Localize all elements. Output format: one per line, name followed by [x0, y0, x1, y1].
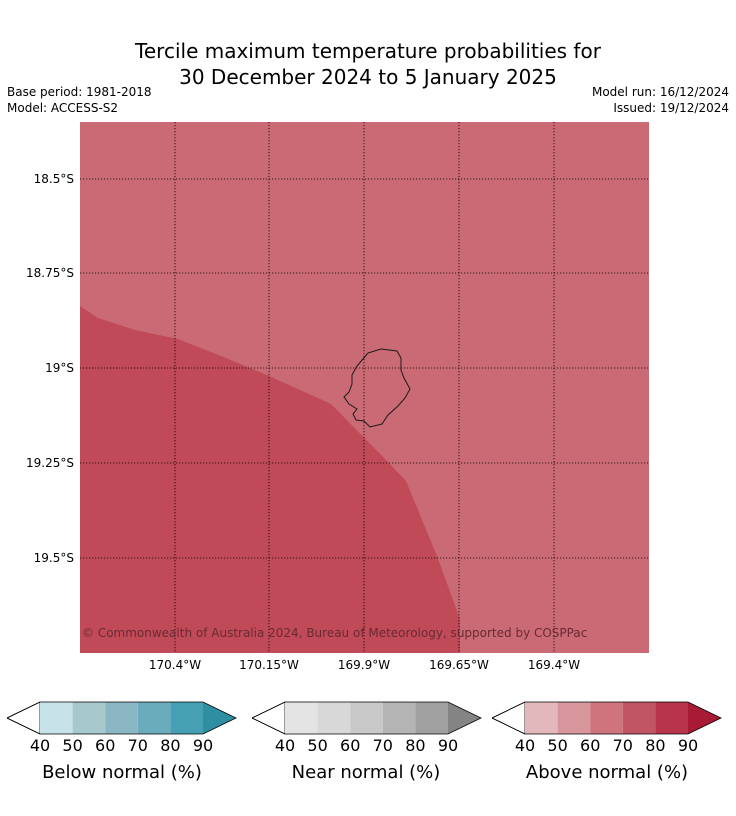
colorbar-tick-label: 90 — [192, 736, 214, 755]
colorbar-under-arrow — [492, 701, 526, 735]
colorbar-tick-label: 50 — [307, 736, 328, 755]
lon-label: 169.9°W — [337, 658, 391, 672]
colorbar-tick-label: 70 — [127, 736, 148, 755]
colorbar-outline — [252, 701, 482, 735]
colorbar-segment — [317, 702, 351, 734]
colorbar-tick-label: 90 — [677, 736, 699, 755]
lat-label: 18.75°S — [26, 266, 74, 280]
colorbar-label-below: Below normal (%) — [42, 762, 202, 783]
colorbar-over-arrow — [448, 702, 481, 734]
colorbar-above-normal — [492, 701, 722, 735]
colorbar-tick-label: 40 — [29, 736, 51, 755]
colorbar-tick-label: 50 — [62, 736, 83, 755]
colorbar-outline — [7, 701, 237, 735]
lon-label: 169.4°W — [527, 658, 581, 672]
copyright-notice: © Commonwealth of Australia 2024, Bureau… — [82, 626, 587, 640]
colorbar-segment — [170, 702, 203, 734]
colorbar-outline — [492, 701, 722, 735]
colorbar-tick-label: 70 — [372, 736, 393, 755]
colorbar-tick-label: 50 — [547, 736, 568, 755]
colorbar-over-arrow — [688, 702, 721, 734]
colorbar-over-arrow — [203, 702, 236, 734]
colorbar-tick-label: 80 — [160, 736, 181, 755]
base-period: Base period: 1981-2018 — [7, 85, 152, 99]
colorbar-segment — [525, 702, 558, 734]
colorbar-segment — [350, 702, 383, 734]
title-line-2: 30 December 2024 to 5 January 2025 — [179, 65, 557, 89]
colorbar-segment — [105, 702, 138, 734]
colorbar-below-normal — [7, 701, 237, 735]
graticule — [80, 122, 649, 653]
chart-title: Tercile maximum temperature probabilitie… — [0, 38, 736, 90]
colorbar-segment — [557, 702, 591, 734]
colorbar-segment — [285, 702, 318, 734]
issued-date: Issued: 19/12/2024 — [613, 101, 729, 115]
colorbar-under-arrow — [252, 701, 286, 735]
colorbar-tick-label: 80 — [405, 736, 426, 755]
lat-label: 19°S — [45, 361, 74, 375]
lat-label: 19.25°S — [26, 456, 74, 470]
colorbar-segment — [655, 702, 688, 734]
colorbar-segment — [137, 702, 171, 734]
colorbar-under-arrow — [7, 701, 41, 735]
model-run: Model run: 16/12/2024 — [591, 85, 729, 99]
colorbar-tick-label: 80 — [645, 736, 666, 755]
colorbar-segment — [72, 702, 106, 734]
meta-left: Base period: 1981-2018 Model: ACCESS-S2 — [7, 84, 152, 116]
lon-label: 170.4°W — [148, 658, 202, 672]
colorbar-tick-label: 60 — [340, 736, 361, 755]
colorbar-tick-label: 70 — [612, 736, 633, 755]
lon-label: 169.65°W — [429, 658, 489, 672]
colorbar-segment — [415, 702, 448, 734]
colorbar-tick-label: 90 — [437, 736, 459, 755]
colorbar-tick-label: 60 — [95, 736, 116, 755]
model-name: Model: ACCESS-S2 — [7, 101, 119, 115]
colorbar-segment — [40, 702, 73, 734]
island-coastline — [343, 348, 411, 428]
lat-label: 19.5°S — [33, 551, 74, 565]
colorbar-tick-label: 40 — [274, 736, 296, 755]
colorbar-segment — [622, 702, 656, 734]
colorbar-near-normal — [252, 701, 482, 735]
colorbar-segment — [590, 702, 623, 734]
meta-right: Model run: 16/12/2024 Issued: 19/12/2024 — [592, 84, 729, 116]
colorbar-label-above: Above normal (%) — [525, 762, 689, 783]
colorbar-tick-label: 40 — [514, 736, 536, 755]
colorbar-tick-label: 60 — [580, 736, 601, 755]
lon-label: 170.15°W — [239, 658, 299, 672]
colorbar-label-near: Near normal (%) — [291, 762, 441, 783]
colorbar-segment — [382, 702, 416, 734]
lat-label: 18.5°S — [33, 172, 74, 186]
title-line-1: Tercile maximum temperature probabilitie… — [135, 39, 601, 63]
